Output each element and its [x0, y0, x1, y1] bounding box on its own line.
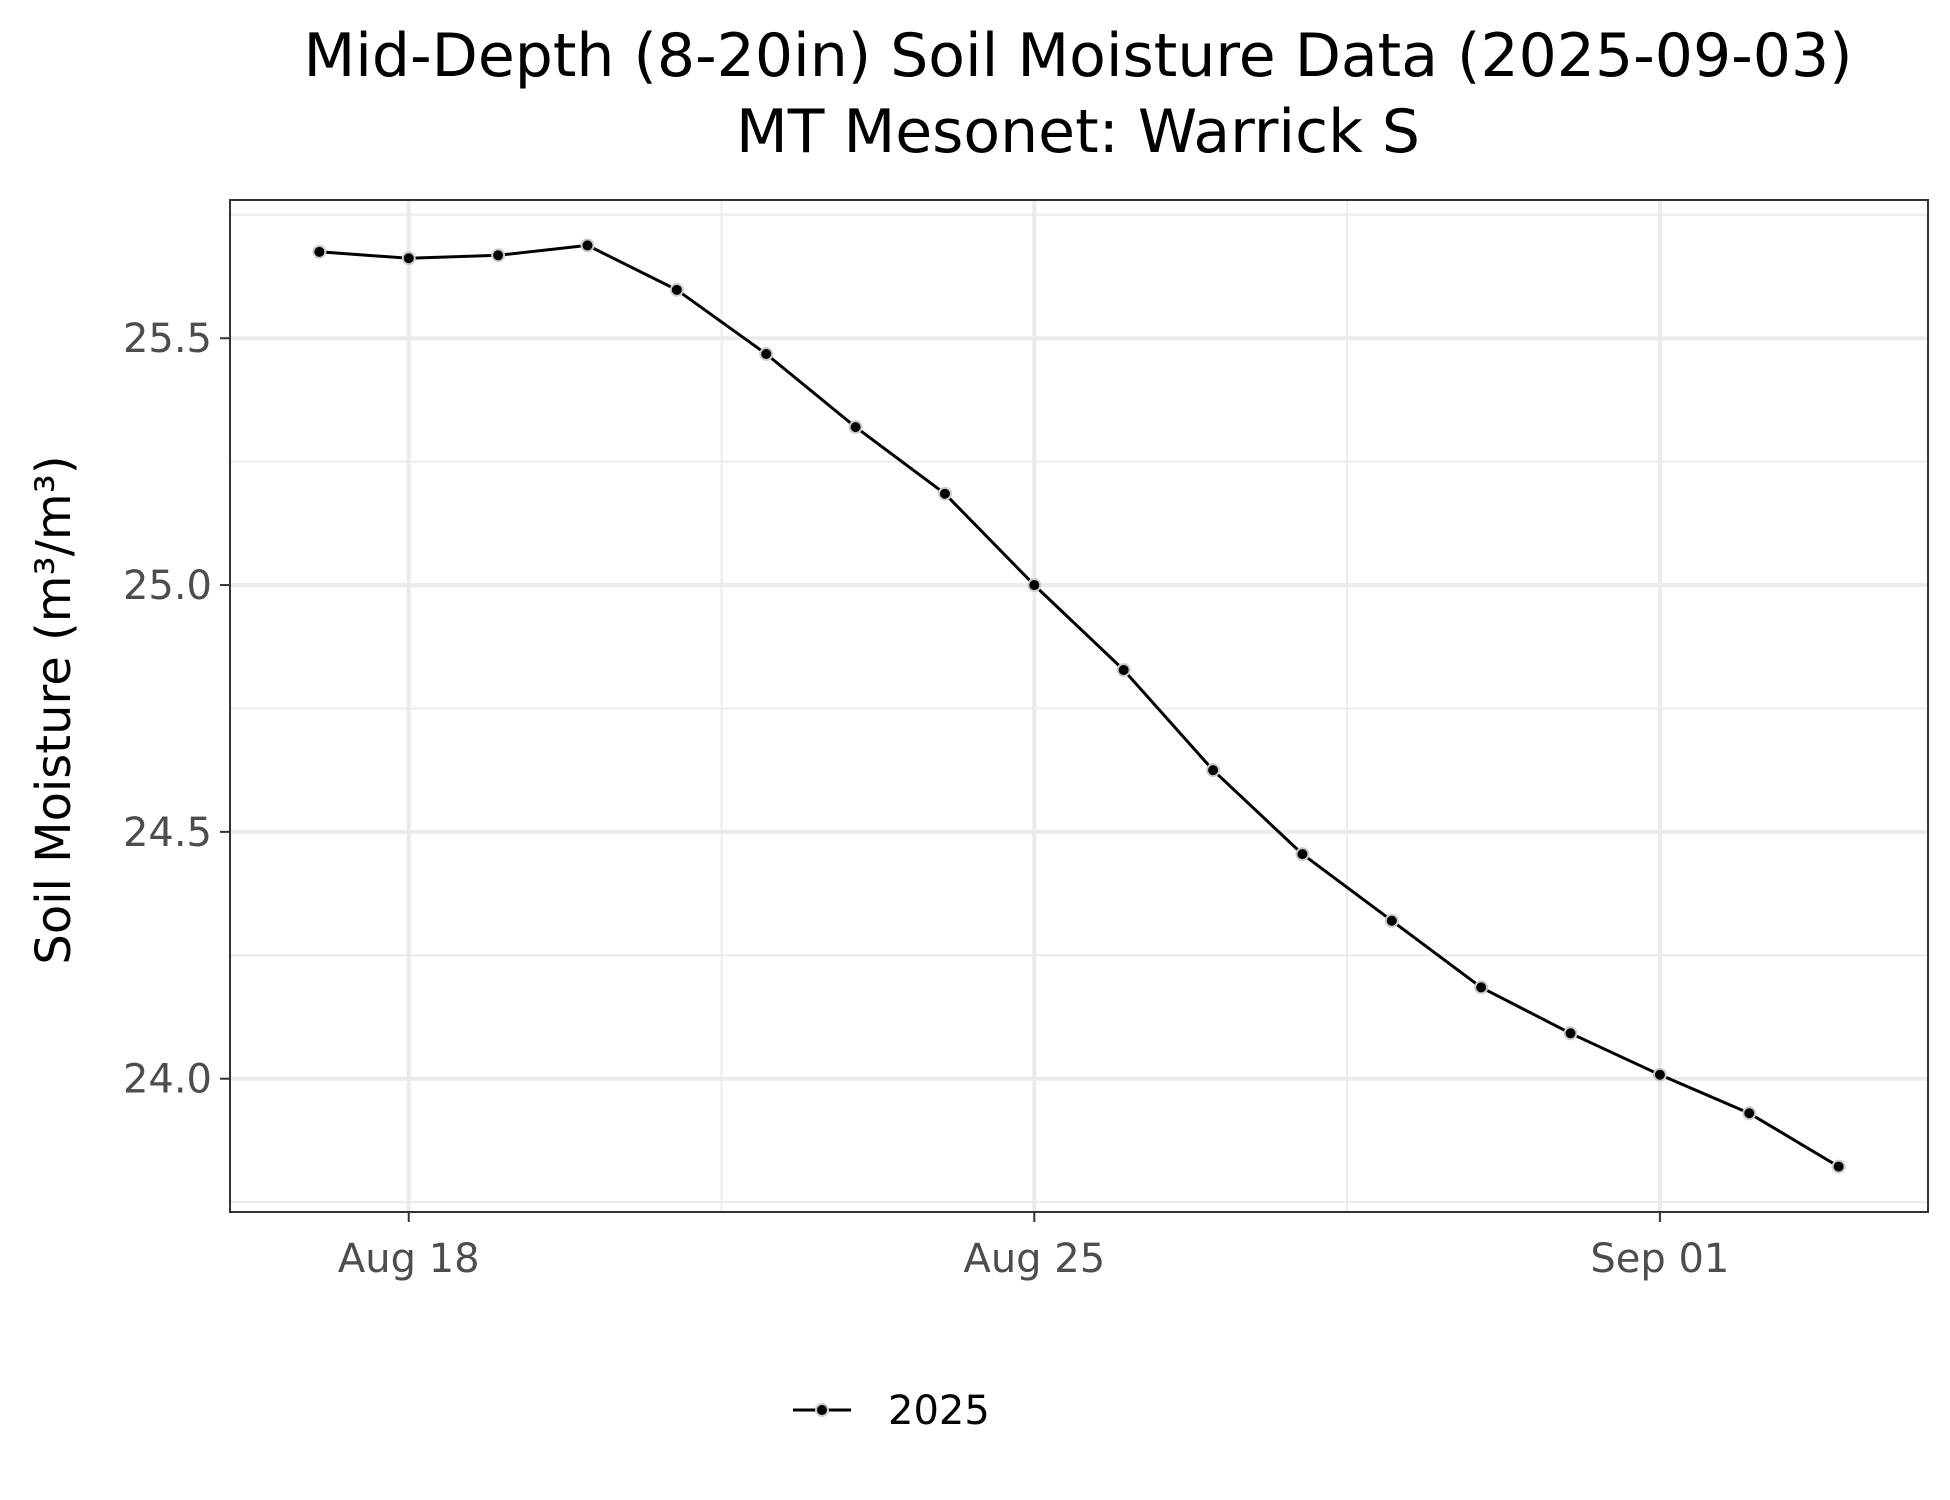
- y-tick-label: 25.5: [123, 316, 212, 362]
- x-axis: Aug 18 Aug 25 Sep 01: [338, 1212, 1729, 1282]
- y-axis-title: Soil Moisture (m³/m³): [26, 455, 82, 964]
- major-gridlines: [230, 200, 1928, 1212]
- legend: 2025: [793, 1388, 990, 1434]
- data-point: [580, 238, 595, 253]
- data-point: [401, 251, 416, 266]
- data-point: [1027, 578, 1042, 593]
- data-point: [491, 248, 506, 263]
- data-point: [1652, 1067, 1667, 1082]
- legend-label-2025: 2025: [888, 1388, 990, 1434]
- minor-gridlines: [230, 200, 1928, 1212]
- data-point: [1116, 662, 1131, 677]
- x-tick-label: Sep 01: [1590, 1236, 1729, 1282]
- legend-key-point: [815, 1403, 829, 1417]
- data-point: [1206, 763, 1221, 778]
- data-point: [1831, 1159, 1846, 1174]
- chart-title: Mid-Depth (8-20in) Soil Moisture Data (2…: [303, 21, 1852, 91]
- data-point: [1474, 980, 1489, 995]
- plot-border: [229, 199, 1929, 1213]
- y-tick-label: 25.0: [123, 563, 212, 609]
- data-point: [1563, 1026, 1578, 1041]
- y-axis: 24.0 24.5 25.0 25.5: [123, 316, 230, 1103]
- data-point: [669, 282, 684, 297]
- series-line-2025: [319, 243, 1840, 1168]
- data-point: [848, 420, 863, 435]
- data-point: [759, 347, 774, 362]
- x-tick-label: Aug 25: [963, 1236, 1105, 1282]
- data-point: [312, 244, 327, 259]
- y-tick-label: 24.0: [123, 1057, 212, 1103]
- data-point: [1295, 847, 1310, 862]
- plot-panel: [230, 200, 1928, 1212]
- x-tick-label: Aug 18: [338, 1236, 480, 1282]
- series-layer: [312, 238, 1846, 1174]
- y-tick-label: 24.5: [123, 810, 212, 856]
- data-point: [937, 486, 952, 501]
- data-point: [1742, 1106, 1757, 1121]
- chart-subtitle: MT Mesonet: Warrick S: [736, 97, 1420, 167]
- data-point: [1384, 913, 1399, 928]
